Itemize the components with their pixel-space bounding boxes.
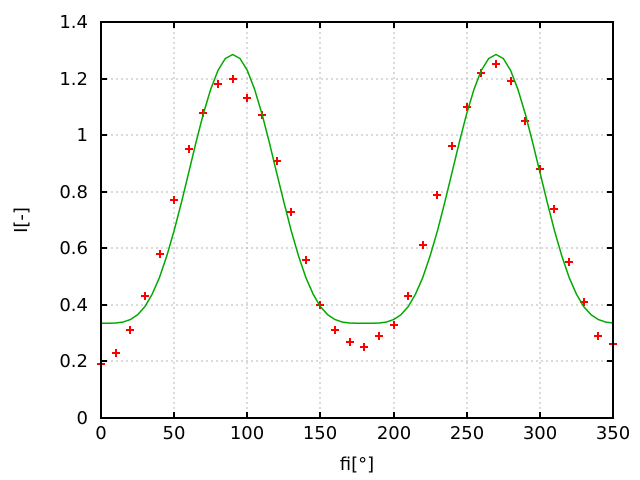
y-tick-label: 0.4	[59, 295, 88, 316]
y-tick-labels: 0 0.2 0.4 0.6 0.8 1 1.2 1.4	[59, 12, 88, 429]
y-tick-label: 0	[77, 408, 88, 429]
data-point-marker	[448, 142, 456, 150]
data-point-marker	[331, 326, 339, 334]
data-point-marker	[433, 191, 441, 199]
data-point-markers	[97, 60, 617, 368]
data-point-marker	[492, 60, 500, 68]
data-point-marker	[302, 256, 310, 264]
x-tick-label: 100	[230, 423, 264, 444]
x-tick-label: 200	[377, 423, 411, 444]
data-point-marker	[390, 321, 398, 329]
y-axis-label: I[-]	[11, 207, 32, 233]
x-tick-label: 350	[596, 423, 630, 444]
x-axis-label: fi[°]	[340, 454, 374, 475]
data-point-marker	[594, 332, 602, 340]
data-point-marker	[287, 208, 295, 216]
data-point-marker	[346, 338, 354, 346]
data-point-marker	[126, 326, 134, 334]
y-tick-label: 0.8	[59, 182, 88, 203]
y-tick-label: 0.6	[59, 238, 88, 259]
data-point-marker	[214, 80, 222, 88]
data-point-marker	[565, 258, 573, 266]
data-point-marker	[156, 250, 164, 258]
data-point-marker	[550, 205, 558, 213]
x-tick-label: 150	[303, 423, 337, 444]
x-tick-label: 0	[95, 423, 106, 444]
data-point-marker	[243, 94, 251, 102]
y-tick-label: 1	[77, 125, 88, 146]
y-tick-label: 0.2	[59, 351, 88, 372]
x-tick-label: 300	[523, 423, 557, 444]
data-point-marker	[112, 349, 120, 357]
y-tick-label: 1.2	[59, 69, 88, 90]
fit-curve	[101, 53, 614, 324]
x-tick-label: 250	[450, 423, 484, 444]
data-point-marker	[185, 145, 193, 153]
data-point-marker	[229, 75, 237, 83]
data-point-marker	[404, 292, 412, 300]
data-point-marker	[507, 77, 515, 85]
data-point-marker	[141, 292, 149, 300]
data-point-marker	[463, 103, 471, 111]
grid-lines	[100, 21, 614, 419]
data-point-marker	[419, 241, 427, 249]
y-tick-label: 1.4	[59, 12, 88, 33]
x-tick-label: 50	[163, 423, 186, 444]
plot-border	[100, 21, 614, 419]
data-point-marker	[375, 332, 383, 340]
x-tick-labels: 0 50 100 150 200 250 300 350	[95, 423, 630, 444]
data-point-marker	[170, 196, 178, 204]
data-point-marker	[360, 343, 368, 351]
axis-ticks	[100, 21, 614, 419]
